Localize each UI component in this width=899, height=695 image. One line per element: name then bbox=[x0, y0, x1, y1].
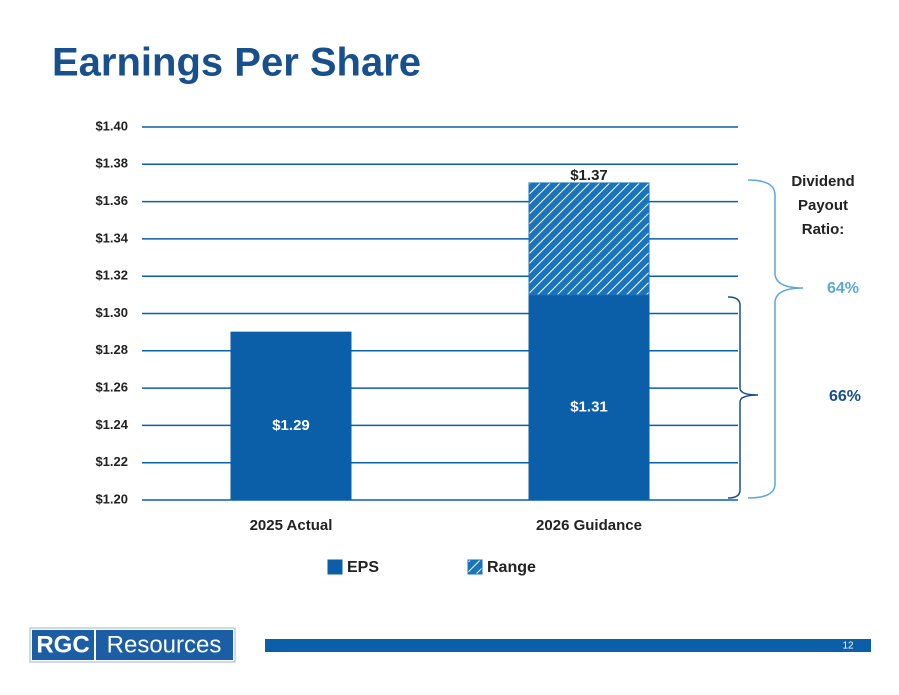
data-label: $1.29 bbox=[272, 417, 310, 434]
brace-lower bbox=[727, 296, 759, 499]
payout-upper: 64% bbox=[827, 280, 859, 297]
y-tick-label: $1.28 bbox=[95, 342, 128, 357]
legend-swatch bbox=[327, 559, 343, 575]
payout-title: Payout bbox=[798, 197, 848, 214]
y-tick-label: $1.26 bbox=[95, 380, 128, 395]
payout-title: Dividend bbox=[791, 173, 854, 190]
legend-swatch bbox=[467, 559, 483, 575]
x-tick-label: 2026 Guidance bbox=[536, 517, 642, 534]
y-tick-label: $1.22 bbox=[95, 454, 128, 469]
bar-segment bbox=[528, 182, 650, 296]
payout-lower: 66% bbox=[829, 388, 861, 405]
footer-bar bbox=[265, 639, 871, 652]
y-tick-label: $1.24 bbox=[95, 417, 128, 432]
y-tick-label: $1.32 bbox=[95, 268, 128, 283]
y-tick-label: $1.40 bbox=[95, 118, 128, 133]
payout-title: Ratio: bbox=[802, 221, 845, 238]
y-tick-label: $1.38 bbox=[95, 156, 128, 171]
x-tick-label: 2025 Actual bbox=[250, 517, 333, 534]
y-tick-label: $1.30 bbox=[95, 305, 128, 320]
y-tick-label: $1.34 bbox=[95, 230, 128, 245]
page-number: 12 bbox=[842, 641, 854, 652]
logo-text: Resources bbox=[107, 631, 222, 658]
data-label: $1.31 bbox=[570, 398, 608, 415]
logo-text: RGC bbox=[36, 631, 89, 658]
total-label: $1.37 bbox=[570, 167, 608, 184]
bar-segment bbox=[528, 294, 650, 501]
logo-box bbox=[32, 630, 94, 660]
bar-segment bbox=[230, 331, 352, 501]
brace-upper bbox=[747, 179, 804, 499]
logo-box bbox=[96, 630, 233, 660]
legend-label: Range bbox=[487, 559, 536, 576]
y-tick-label: $1.20 bbox=[95, 491, 128, 506]
slide-title: Earnings Per Share bbox=[52, 41, 421, 85]
y-tick-label: $1.36 bbox=[95, 193, 128, 208]
legend-label: EPS bbox=[347, 559, 379, 576]
